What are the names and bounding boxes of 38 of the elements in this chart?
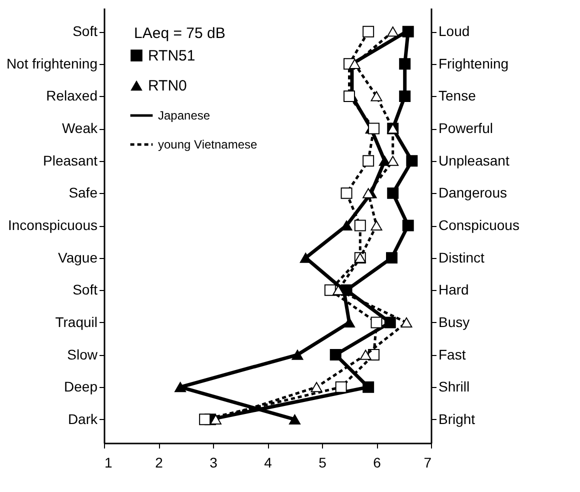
y2-tick-label: Shrill — [438, 378, 470, 395]
y-tick-label: Weak — [62, 120, 98, 136]
y-tick-label: Safe — [68, 184, 98, 201]
y2-tick-label: Frightening — [438, 55, 509, 72]
y2-tick-label: Tense — [438, 88, 476, 104]
y2-tick-label: Hard — [438, 282, 469, 298]
y2-tick-label: Fast — [438, 346, 466, 362]
y2-tick-label: Unpleasant — [438, 152, 510, 168]
y-tick-label: Inconspicuous — [8, 217, 98, 233]
y2-tick-label: Conspicuous — [438, 217, 520, 233]
y-tick-label: Vague — [58, 249, 98, 266]
annotation: LAeq = 75 dB — [134, 25, 226, 42]
x-tick-label: 3 — [210, 454, 218, 470]
y-tick-label: Deep — [64, 378, 98, 395]
y-tick-label: Relaxed — [46, 88, 98, 104]
y2-tick-label: Distinct — [438, 249, 485, 266]
legend-label: RTN0 — [148, 78, 187, 94]
x-tick-label: 4 — [264, 454, 272, 470]
x-tick-label: 7 — [424, 454, 432, 470]
x-tick-label: 1 — [104, 454, 112, 470]
x-tick-label: 5 — [318, 454, 327, 470]
y-tick-label: Traquil — [55, 314, 98, 330]
y-tick-label: Pleasant — [43, 152, 98, 168]
y-tick-label: Dark — [68, 410, 98, 427]
annotation: Japanese — [158, 108, 210, 122]
y-tick-label: Not frightening — [6, 55, 98, 72]
y2-tick-label: Dangerous — [438, 184, 507, 201]
y2-tick-label: Powerful — [438, 120, 493, 136]
y2-tick-label: Loud — [438, 23, 470, 40]
y-tick-label: Slow — [67, 346, 98, 362]
y-tick-label: Soft — [72, 282, 98, 298]
x-tick-label: 2 — [155, 454, 164, 470]
legend-label: RTN51 — [148, 48, 196, 64]
y2-tick-label: Busy — [438, 314, 470, 330]
y-tick-label: Soft — [72, 23, 98, 40]
x-tick-label: 6 — [373, 454, 382, 470]
annotation: young Vietnamese — [158, 138, 258, 152]
y2-tick-label: Bright — [438, 410, 476, 427]
